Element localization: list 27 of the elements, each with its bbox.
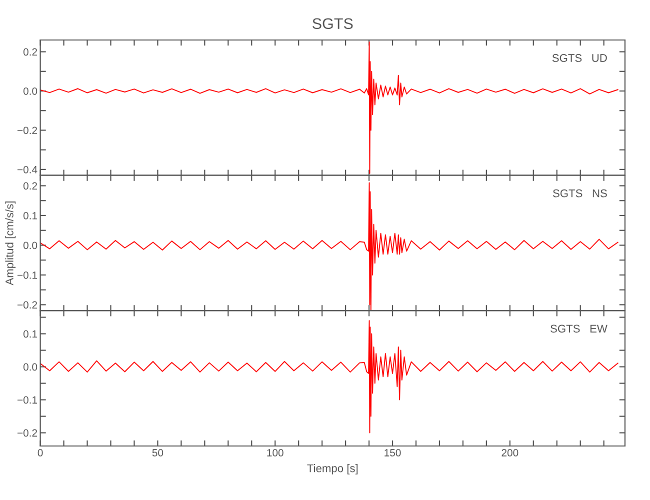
y-tick-label: −0.1 (17, 396, 38, 404)
y-tick-label: 0.0 (23, 87, 38, 95)
y-axis-title: Amplitud [cm/s/s] (5, 201, 16, 286)
line-series (40, 41, 618, 174)
chart-title: SGTS (312, 18, 353, 30)
annotation: SGTS NS (552, 189, 607, 198)
annotation: SGTS EW (550, 324, 608, 333)
x-tick-label: 150 (384, 449, 401, 456)
y-tick-label: 0.0 (23, 242, 38, 250)
y-tick-label: 0.2 (23, 48, 37, 56)
x-tick-label: 100 (267, 449, 284, 456)
y-tick-label: −0.2 (17, 301, 37, 309)
x-tick-label: 0 (38, 449, 43, 456)
y-tick-label: 0.0 (23, 363, 38, 371)
line-series (40, 320, 618, 434)
x-tick-label: 50 (152, 449, 164, 456)
y-tick-label: −0.4 (17, 166, 38, 174)
y-tick-label: −0.2 (17, 126, 37, 134)
x-axis-title: Tiempo [s] (307, 464, 358, 474)
y-tick-label: −0.2 (17, 429, 37, 437)
x-tick-label: 200 (502, 449, 518, 456)
line-series (40, 182, 618, 311)
y-tick-label: −0.1 (17, 271, 38, 279)
y-tick-label: 0.2 (23, 182, 37, 190)
y-tick-label: 0.1 (23, 212, 38, 220)
y-tick-label: 0.1 (23, 330, 38, 338)
annotation: SGTS UD (552, 54, 607, 62)
